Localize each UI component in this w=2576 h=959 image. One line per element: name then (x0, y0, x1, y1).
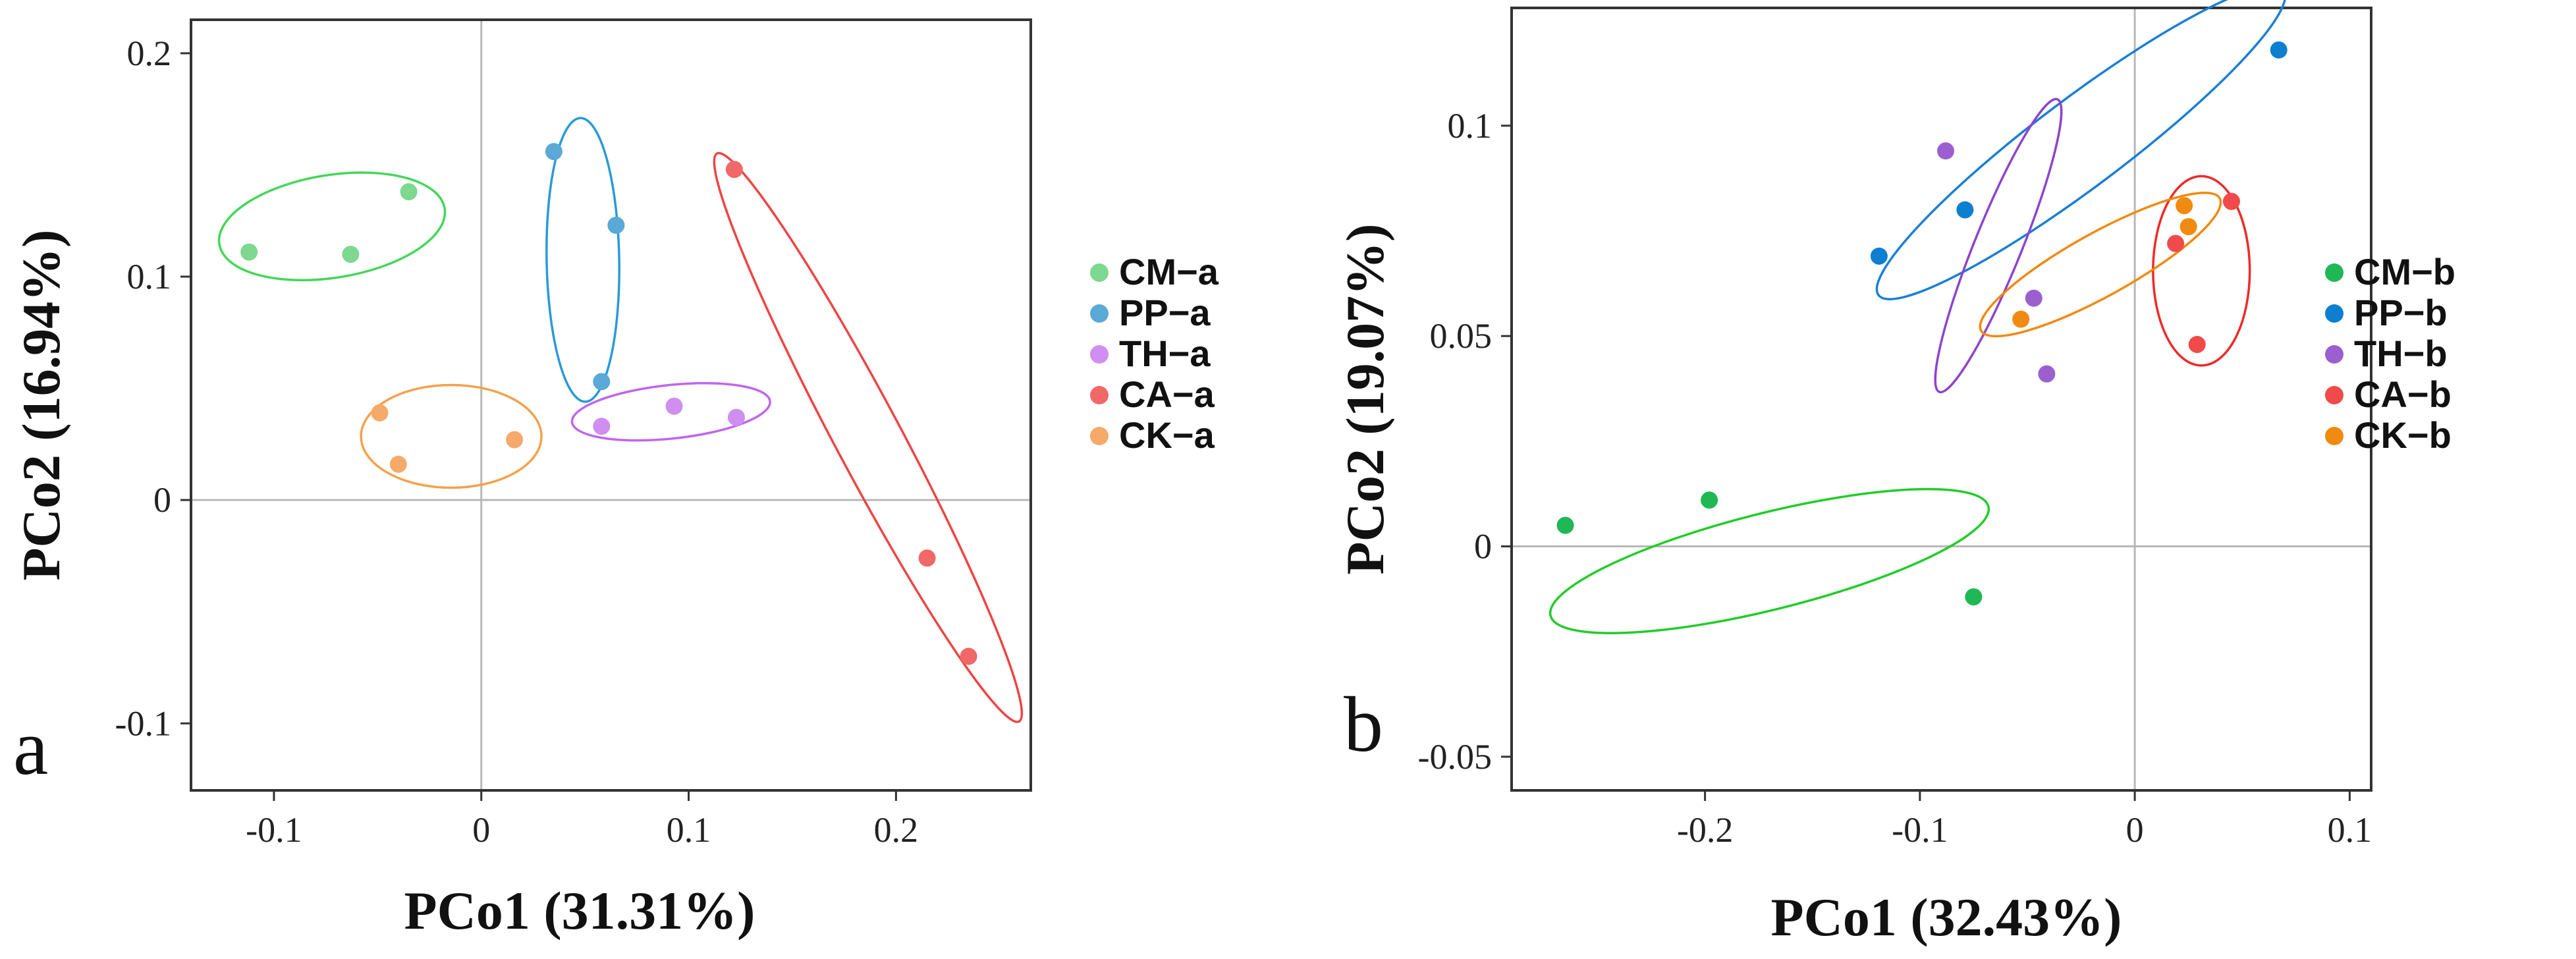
confidence-ellipse-ppa (545, 117, 620, 403)
panel-label: b (1344, 680, 1383, 768)
legend-label: PP−a (1119, 292, 1211, 333)
y-tick-label: 0.05 (1430, 316, 1493, 356)
data-point-ppb (1870, 247, 1888, 265)
legend-label: TH−a (1119, 333, 1211, 374)
data-point-ppa (545, 143, 562, 161)
legend-marker (1090, 386, 1109, 404)
confidence-ellipse-tha (570, 381, 771, 442)
data-point-thb (1937, 142, 1955, 160)
confidence-ellipse-cmb (1548, 487, 1990, 634)
data-point-caa (725, 161, 743, 178)
data-point-cka (506, 431, 524, 449)
data-point-cab (2167, 234, 2185, 252)
confidence-ellipse-thb (1934, 97, 2063, 394)
legend-marker (1090, 345, 1109, 364)
x-axis-title: PCo1 (32.43%) (1771, 887, 2122, 947)
x-tick-label: -0.1 (246, 810, 302, 850)
y-tick-label: 0 (153, 480, 171, 520)
data-point-tha (665, 397, 683, 415)
y-tick-label: 0 (1474, 527, 1492, 566)
y-tick-label: 0.1 (1448, 106, 1493, 146)
legend-label: CM−a (1119, 251, 1219, 292)
y-tick-label: 0.2 (127, 34, 172, 73)
data-point-caa (960, 647, 977, 665)
data-point-cmb (1965, 588, 1983, 606)
data-point-ppb (2270, 41, 2288, 59)
x-tick-label: -0.2 (1677, 810, 1733, 850)
data-point-thb (2025, 289, 2042, 307)
data-point-tha (727, 408, 745, 426)
data-point-ckb (2176, 197, 2193, 215)
data-point-thb (2038, 365, 2056, 383)
data-point-cma (240, 243, 258, 261)
legend-label: CA−a (1119, 373, 1215, 415)
x-tick-label: 0 (2126, 810, 2144, 850)
data-point-caa (918, 549, 936, 567)
confidence-ellipse-ckb (1979, 192, 2222, 338)
legend-marker (2325, 345, 2343, 364)
data-point-cma (342, 246, 360, 263)
data-point-ppb (1956, 201, 1974, 219)
legend-marker (2325, 304, 2343, 323)
data-point-cka (371, 404, 389, 422)
data-point-cka (389, 455, 407, 473)
legend-marker (1090, 304, 1109, 323)
y-tick-label: -0.1 (115, 703, 171, 743)
confidence-ellipse-cka (360, 383, 543, 489)
legend-label: TH−b (2354, 333, 2448, 374)
confidence-ellipse-ppb (1875, 0, 2287, 300)
legend-label: CA−b (2354, 373, 2452, 415)
y-tick-label: 0.1 (127, 257, 172, 296)
y-tick-label: -0.05 (1418, 737, 1492, 777)
data-point-cmb (1556, 516, 1574, 534)
legend-label: CK−a (1119, 414, 1215, 456)
legend-label: CK−b (2354, 414, 2452, 456)
data-point-ckb (2179, 218, 2197, 236)
data-point-cmb (1701, 491, 1718, 509)
data-point-tha (593, 418, 611, 435)
x-tick-label: -0.1 (1892, 810, 1948, 850)
panel-b-plot-frame (1510, 7, 2372, 792)
legend-marker (2325, 263, 2343, 282)
y-axis-title: PCo2 (19.07%) (1335, 224, 1395, 575)
x-tick-label: 0.1 (667, 810, 711, 850)
legend-marker (1090, 427, 1109, 445)
legend-marker (2325, 427, 2343, 445)
legend-marker (2325, 386, 2343, 404)
panel-label: a (13, 703, 48, 791)
data-point-cab (2222, 192, 2240, 210)
data-point-ppa (607, 217, 625, 234)
data-point-cma (400, 183, 418, 201)
confidence-ellipse-caa (713, 151, 1024, 723)
data-point-ppa (593, 373, 611, 391)
legend-label: PP−b (2354, 292, 2448, 333)
x-axis-title: PCo1 (31.31%) (404, 881, 755, 941)
legend-marker (1090, 263, 1109, 282)
data-point-cab (2188, 335, 2206, 353)
data-point-ckb (2012, 310, 2030, 328)
x-tick-label: 0.2 (874, 810, 919, 850)
confidence-ellipse-cma (217, 171, 447, 282)
y-axis-title: PCo2 (16.94%) (11, 230, 71, 581)
legend-label: CM−b (2354, 251, 2455, 292)
panel-a-plot-frame (190, 18, 1032, 792)
x-tick-label: 0.1 (2328, 810, 2372, 850)
x-tick-label: 0 (472, 810, 490, 850)
